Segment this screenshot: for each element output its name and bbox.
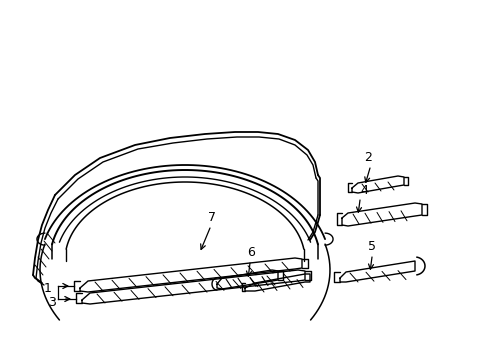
- Text: 4: 4: [359, 184, 367, 197]
- Text: 6: 6: [246, 246, 254, 259]
- Text: 5: 5: [367, 240, 375, 253]
- Text: 2: 2: [364, 151, 371, 164]
- Text: 7: 7: [207, 211, 216, 224]
- Text: 3: 3: [48, 297, 56, 310]
- Text: 1: 1: [44, 283, 52, 296]
